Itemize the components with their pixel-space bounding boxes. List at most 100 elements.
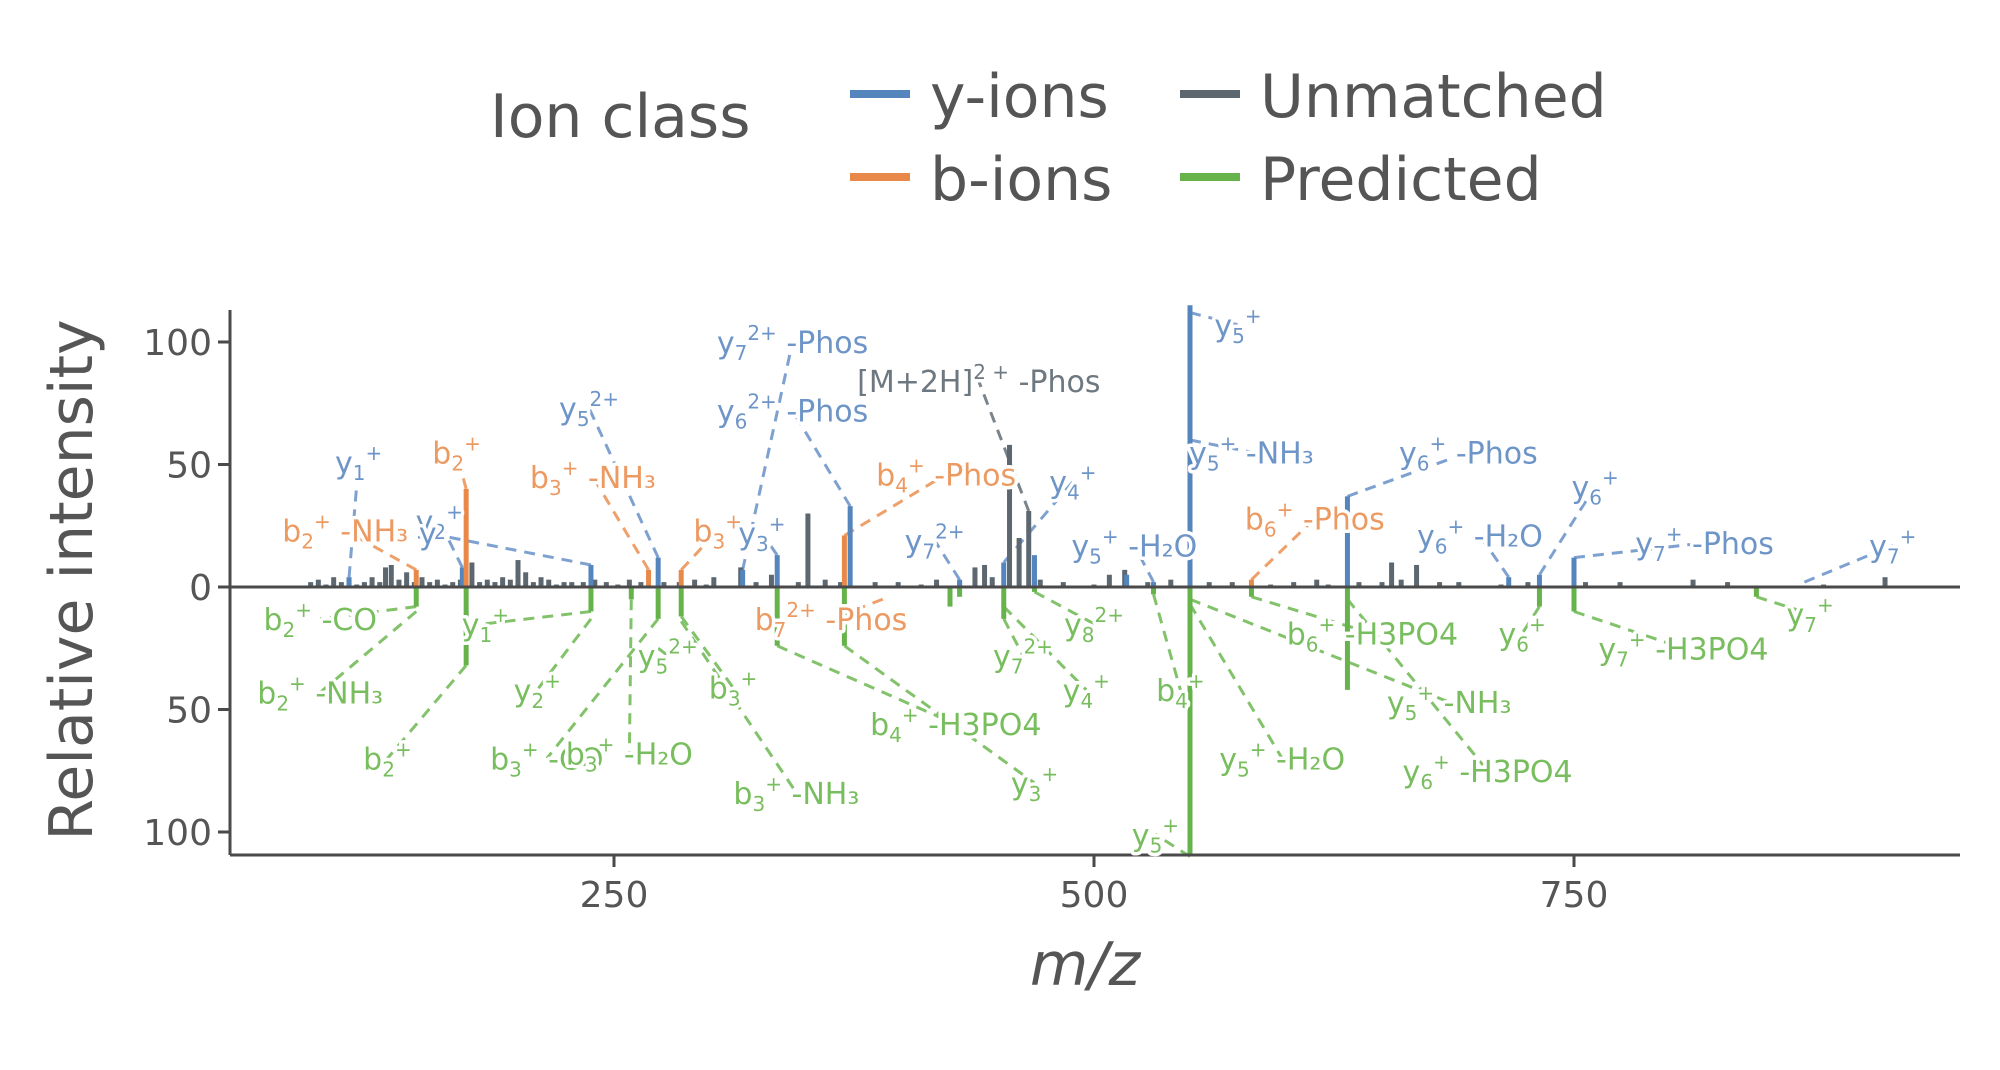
y-tick-label: 100 — [143, 813, 212, 854]
annotation-leader — [1189, 597, 1450, 704]
legend-swatch-unmatched — [1180, 90, 1240, 98]
annotation-label: y1+ — [335, 441, 382, 485]
annotation-leader — [1478, 534, 1510, 579]
annotation-label: y — [419, 517, 437, 552]
legend-swatch-b-ions — [850, 173, 910, 181]
annotation-leader — [760, 532, 779, 557]
annotation-leader — [1538, 485, 1597, 576]
annotation-label: y5+ -H₂O — [1071, 524, 1197, 568]
annotation-leader — [1520, 605, 1541, 635]
annotation-label: b4+ — [1156, 669, 1205, 713]
legend-title: Ion class — [490, 82, 750, 152]
legend-label-unmatched: Unmatched — [1260, 62, 1607, 132]
annotation-leader — [587, 407, 660, 559]
annotation-leader — [1573, 541, 1705, 560]
annotation-label: y5+ — [1214, 304, 1261, 348]
annotation-leader — [1803, 543, 1894, 584]
annotation-label: y6+ -H3PO4 — [1403, 750, 1573, 794]
annotation-label: y6+ -H₂O — [1417, 515, 1543, 559]
legend-swatch-y-ions — [850, 90, 910, 98]
annotation-leader — [679, 615, 735, 689]
annotation-leader — [1346, 450, 1469, 498]
annotation-label: y82+ — [1064, 603, 1124, 647]
y-axis-label: Relative intensity — [37, 319, 107, 840]
annotation-leader — [1189, 311, 1239, 327]
annotation-leader — [427, 531, 592, 567]
annotation-leader — [933, 539, 961, 581]
annotation-label: y7+ — [1869, 524, 1916, 568]
annotation-leader — [437, 520, 464, 569]
annotation-label: b4+ -Phos — [876, 453, 1016, 497]
annotation-label: y2+ — [416, 500, 463, 544]
annotation-label: b3+ -H₂O — [566, 733, 693, 777]
annotation-leader — [344, 529, 417, 572]
x-tick-label: 250 — [580, 875, 649, 916]
y-tick-label: 50 — [166, 446, 212, 487]
y-tick-label: 0 — [189, 568, 212, 609]
annotation-label: y2+ — [514, 669, 561, 713]
legend: Ion class y-ions Unmatched b-ions Predicted — [490, 62, 1607, 215]
annotation-label: b2+ -NH₃ — [282, 510, 408, 554]
annotation-leader — [627, 599, 633, 754]
annotation-label: y5+ -H₂O — [1219, 738, 1345, 782]
annotation-leader — [830, 597, 884, 621]
annotation-leader — [977, 380, 1031, 512]
annotation-label: b3+ -NH₃ — [530, 456, 656, 500]
annotation-label: y3+ — [738, 512, 785, 556]
annotation-leader — [1002, 618, 1025, 657]
x-tick-label: 500 — [1060, 875, 1129, 916]
annotation-label: b2+ — [432, 431, 481, 475]
annotation-label: b4+ -H3PO4 — [870, 703, 1041, 747]
annotation-leader — [1154, 833, 1191, 858]
annotation-label: y4+ — [1049, 461, 1096, 505]
annotation-leader — [1573, 610, 1684, 650]
legend-label-b-ions: b-ions — [930, 145, 1112, 215]
annotation-label: b3+ -CO — [490, 738, 603, 782]
annotation-leader — [680, 529, 719, 571]
annotation-label: y6+ — [1499, 613, 1546, 657]
annotation-label: y5+ -NH₃ — [1387, 681, 1512, 725]
annotation-leader — [1250, 517, 1316, 581]
legend-label-predicted: Predicted — [1260, 145, 1542, 215]
annotation-label: y62+ -Phos — [717, 390, 868, 434]
x-tick-label: 750 — [1540, 875, 1609, 916]
annotation-leader — [843, 644, 1036, 785]
annotation-label: b2+ -CO — [264, 598, 377, 642]
annotation-label: y3+ — [1011, 762, 1058, 806]
annotation-label: b6+ -H3PO4 — [1287, 613, 1458, 657]
annotation-leader — [1002, 605, 1088, 691]
annotation-leader — [536, 617, 593, 691]
annotation-leader — [319, 610, 418, 694]
annotation-leader — [1251, 595, 1373, 635]
annotation-label: b3+ — [693, 510, 742, 554]
annotation-leader — [1755, 595, 1811, 616]
annotation-label: y72+ — [993, 635, 1053, 679]
annotation-leader — [843, 473, 947, 537]
annotation-leader — [347, 461, 361, 578]
y-tick-label: 50 — [166, 691, 212, 732]
annotation-label: y72+ -Phos — [717, 321, 868, 365]
legend-swatch-predicted — [1180, 173, 1240, 181]
annotation-leader — [1132, 544, 1155, 583]
annotation-leader — [1188, 603, 1284, 760]
annotation-label: b2+ -NH₃ — [257, 671, 383, 715]
annotation-label: [M+2H]2 + -Phos — [857, 360, 1100, 400]
x-axis-label: m/z — [1030, 930, 1142, 1000]
annotation-leader — [545, 617, 660, 760]
annotation-label: y4+ — [1063, 669, 1110, 713]
legend-label-y-ions: y-ions — [930, 62, 1109, 132]
annotation-leader — [455, 451, 468, 490]
annotation-leader — [1152, 593, 1182, 691]
annotation-label: y5+ — [1132, 813, 1179, 857]
annotation-label: y1+ — [462, 603, 509, 647]
annotation-label: y52+ — [559, 387, 619, 431]
annotation-leader — [320, 605, 417, 621]
annotation-label: b6+ -Phos — [1245, 497, 1385, 541]
annotation-label: y7+ -H3PO4 — [1598, 627, 1768, 671]
annotation-label: y6+ -Phos — [1399, 431, 1538, 475]
y-tick-label: 100 — [143, 323, 212, 364]
annotation-leader — [1189, 438, 1252, 454]
annotation-leader — [741, 341, 795, 571]
